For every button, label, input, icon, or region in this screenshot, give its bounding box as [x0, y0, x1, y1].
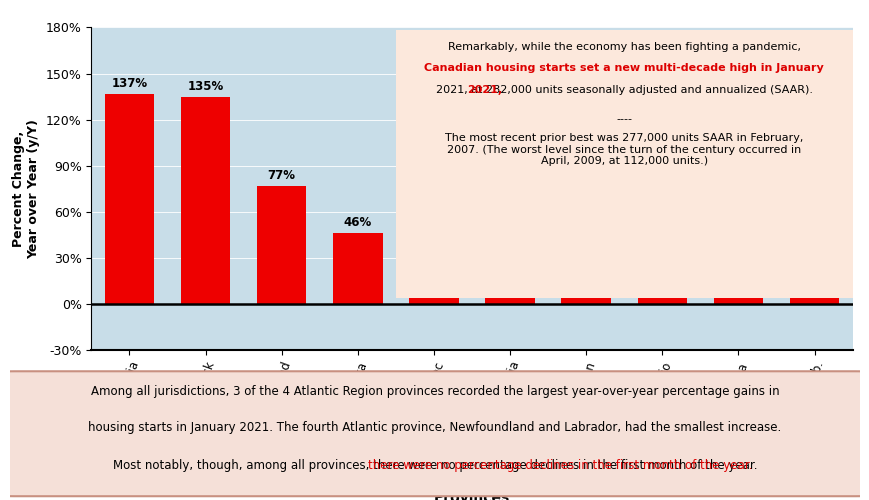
Bar [256, 186, 306, 304]
Text: 137%: 137% [111, 76, 148, 90]
Text: Remarkably, while the economy has been fighting a pandemic,: Remarkably, while the economy has been f… [448, 42, 799, 52]
Bar [408, 244, 458, 304]
Y-axis label: Percent Change,
Year over Year (y/Y): Percent Change, Year over Year (y/Y) [12, 119, 40, 258]
Bar [789, 267, 839, 304]
Bar [181, 96, 230, 304]
Text: 34%: 34% [572, 235, 600, 248]
Text: 77%: 77% [268, 169, 295, 182]
Text: 2021, at 282,000 units seasonally adjusted and annualized (SAAR).: 2021, at 282,000 units seasonally adjust… [435, 85, 812, 95]
Text: 2021,: 2021, [466, 85, 501, 95]
X-axis label: Provinces: Provinces [434, 490, 509, 500]
Text: 31%: 31% [724, 240, 752, 252]
Text: Canadian housing starts set a new multi-decade high in January: Canadian housing starts set a new multi-… [424, 64, 823, 74]
Text: ----: ---- [615, 114, 632, 124]
Text: 39%: 39% [420, 227, 448, 240]
Bar [485, 250, 534, 304]
Text: 46%: 46% [343, 216, 371, 230]
Bar [637, 253, 687, 304]
Text: 135%: 135% [187, 80, 223, 93]
Text: 33%: 33% [647, 236, 675, 250]
FancyBboxPatch shape [387, 24, 860, 303]
FancyBboxPatch shape [0, 372, 869, 496]
Bar [713, 256, 762, 304]
Text: 35%: 35% [495, 234, 523, 246]
Bar [333, 234, 382, 304]
Bar [104, 94, 154, 304]
Text: The most recent prior best was 277,000 units SAAR in February,
2007. (The worst : The most recent prior best was 277,000 u… [445, 133, 802, 166]
Bar [561, 252, 610, 304]
Text: housing starts in January 2021. The fourth Atlantic province, Newfoundland and L: housing starts in January 2021. The four… [89, 421, 780, 434]
Text: there were no percentage declines in the first month of the year.: there were no percentage declines in the… [367, 459, 751, 472]
Text: Most notably, though, among all provinces, there were no percentage declines in : Most notably, though, among all province… [113, 459, 756, 472]
Text: Among all jurisdictions, 3 of the 4 Atlantic Region provinces recorded the large: Among all jurisdictions, 3 of the 4 Atla… [90, 386, 779, 398]
Text: 24%: 24% [799, 250, 827, 263]
